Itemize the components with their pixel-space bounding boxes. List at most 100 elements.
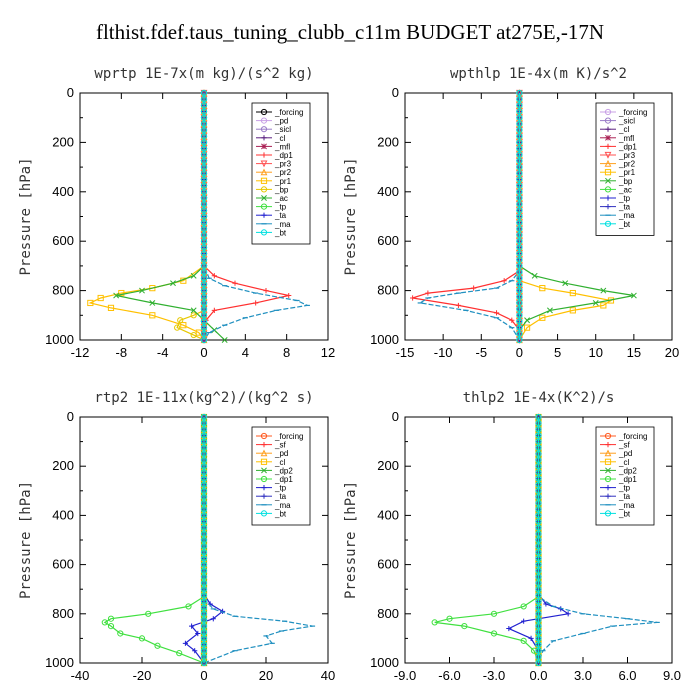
- panel-1-series-line: [116, 93, 226, 341]
- legend-marker: [605, 177, 611, 184]
- data-point: [520, 603, 527, 610]
- data-point: [200, 579, 208, 587]
- legend-entry: _dp2: [618, 466, 637, 475]
- data-point: [446, 615, 453, 622]
- legend-marker: [260, 186, 268, 193]
- data-point: [516, 306, 523, 313]
- data-point: [535, 450, 542, 457]
- panel-1-series-ma: [203, 93, 310, 341]
- panel-2-xtick-label: 15: [627, 345, 641, 360]
- legend-entry: _mfl: [274, 142, 290, 151]
- data-point: [535, 493, 542, 501]
- legend-marker: [604, 458, 612, 465]
- legend-entry: _ma: [618, 211, 635, 220]
- data-point: [509, 317, 515, 323]
- data-point: [200, 561, 208, 568]
- legend-entry: _bt: [618, 220, 631, 229]
- data-point: [286, 292, 292, 299]
- data-point: [535, 524, 542, 531]
- panel-4-xtick-label: -9.0: [394, 668, 416, 683]
- legend-entry: _dp1: [618, 142, 637, 151]
- legend-marker: [604, 117, 612, 124]
- data-point: [516, 176, 523, 183]
- data-point: [200, 219, 208, 226]
- legend-marker: [604, 151, 612, 159]
- data-point: [138, 635, 146, 642]
- data-point: [535, 426, 542, 433]
- legend-marker: [261, 493, 267, 499]
- data-point: [490, 630, 498, 637]
- data-point: [200, 120, 208, 127]
- legend-marker: [605, 143, 611, 149]
- data-point: [516, 188, 523, 195]
- data-point: [516, 330, 523, 337]
- legend-entry: _cl: [618, 458, 629, 467]
- legend-entry: _ac: [618, 185, 632, 194]
- data-point: [190, 331, 197, 339]
- data-point: [149, 285, 156, 292]
- data-point: [528, 635, 534, 641]
- panel-1-series-pr1: [87, 93, 205, 341]
- data-point: [200, 250, 208, 257]
- data-point: [139, 287, 145, 294]
- data-point: [516, 133, 523, 140]
- data-point: [410, 295, 416, 301]
- data-point: [200, 231, 208, 239]
- data-point: [113, 292, 120, 299]
- legend-marker: [260, 432, 268, 440]
- panel-1-xtick-label: 4: [242, 345, 249, 360]
- legend-entry: _pr2: [274, 168, 292, 177]
- panel-2-ytick-label: 800: [377, 283, 399, 298]
- panel-2-series-dp1: [410, 93, 521, 340]
- data-point: [176, 650, 183, 657]
- data-point: [200, 629, 208, 636]
- data-point: [149, 312, 156, 319]
- panel-1-ytick-label: 800: [52, 283, 74, 298]
- legend-marker: [260, 117, 268, 124]
- legend-marker: [260, 475, 268, 483]
- data-point: [516, 139, 523, 146]
- data-point: [546, 307, 553, 314]
- panel-2-xtick-label: 5: [554, 345, 561, 360]
- data-point: [200, 151, 208, 158]
- panel-1-xtick-label: 0: [200, 345, 207, 360]
- data-point: [535, 623, 542, 630]
- data-point: [535, 653, 542, 660]
- data-point: [200, 444, 208, 451]
- panel-4-xtick-label: 3.0: [574, 668, 592, 683]
- legend-marker: [260, 108, 268, 116]
- data-point: [516, 157, 523, 165]
- data-point: [535, 641, 542, 648]
- data-point: [200, 493, 208, 501]
- data-point: [535, 413, 542, 421]
- data-point: [200, 213, 208, 220]
- data-point: [535, 463, 542, 470]
- panel-3-title: rtp2 1E-11x(kg^2)/(kg^2 s): [94, 390, 313, 406]
- legend-marker: [261, 195, 267, 201]
- panel-1-ytick-label: 400: [52, 184, 74, 199]
- data-point: [200, 463, 208, 470]
- data-point: [200, 573, 208, 581]
- data-point: [200, 623, 208, 630]
- data-point: [200, 139, 208, 146]
- data-point: [97, 294, 104, 302]
- legend-marker: [604, 159, 612, 167]
- legend-marker: [604, 475, 612, 483]
- data-point: [200, 188, 208, 195]
- panel-3-xtick-label: 0: [200, 668, 207, 683]
- data-point: [200, 530, 208, 537]
- panel-1-ytick-label: 200: [52, 134, 74, 149]
- panel-1-xtick-label: -8: [116, 345, 128, 360]
- legend-box: [595, 426, 655, 526]
- data-point: [516, 201, 523, 208]
- legend-entry: _pd: [274, 117, 288, 126]
- panel-4-ytick-label: 400: [377, 507, 399, 522]
- legend-marker: [605, 493, 611, 499]
- data-point: [200, 641, 208, 648]
- legend-entry: _tp: [274, 484, 287, 493]
- panel-2-series-bt: [516, 89, 523, 344]
- panel-3: rtp2 1E-11x(kg^2)/(kg^2 s) Pressure [hPa]…: [18, 390, 335, 683]
- data-point: [200, 598, 208, 605]
- data-point: [107, 623, 115, 630]
- legend-entry: _pr3: [274, 160, 292, 169]
